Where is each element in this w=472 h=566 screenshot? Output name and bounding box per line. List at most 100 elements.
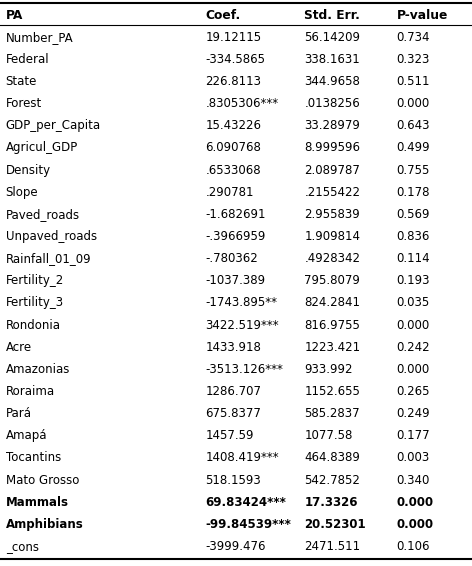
Text: 8.999596: 8.999596 xyxy=(304,142,361,155)
Text: -334.5865: -334.5865 xyxy=(205,53,265,66)
Text: 0.569: 0.569 xyxy=(396,208,430,221)
Text: -3999.476: -3999.476 xyxy=(205,540,266,553)
Text: 464.8389: 464.8389 xyxy=(304,452,360,465)
Text: 1457.59: 1457.59 xyxy=(205,430,254,442)
Text: 20.52301: 20.52301 xyxy=(304,518,366,531)
Text: 0.836: 0.836 xyxy=(396,230,430,243)
Text: -1037.389: -1037.389 xyxy=(205,275,265,288)
Text: .290781: .290781 xyxy=(205,186,254,199)
Text: 1433.918: 1433.918 xyxy=(205,341,261,354)
Text: 1077.58: 1077.58 xyxy=(304,430,353,442)
Text: Amazonias: Amazonias xyxy=(6,363,70,376)
Text: 1286.707: 1286.707 xyxy=(205,385,261,398)
Text: Std. Err.: Std. Err. xyxy=(304,8,360,22)
Text: Tocantins: Tocantins xyxy=(6,452,61,465)
Text: 226.8113: 226.8113 xyxy=(205,75,261,88)
Text: -99.84539***: -99.84539*** xyxy=(205,518,291,531)
Text: _cons: _cons xyxy=(6,540,39,553)
Text: -3513.126***: -3513.126*** xyxy=(205,363,283,376)
Text: 1408.419***: 1408.419*** xyxy=(205,452,279,465)
Text: 0.114: 0.114 xyxy=(396,252,430,265)
Text: .4928342: .4928342 xyxy=(304,252,361,265)
Text: Paved_roads: Paved_roads xyxy=(6,208,80,221)
Text: 0.106: 0.106 xyxy=(396,540,430,553)
Text: 0.499: 0.499 xyxy=(396,142,430,155)
Text: 6.090768: 6.090768 xyxy=(205,142,261,155)
Text: GDP_per_Capita: GDP_per_Capita xyxy=(6,119,101,132)
Text: Forest: Forest xyxy=(6,97,42,110)
Text: Amapá: Amapá xyxy=(6,430,47,442)
Text: 585.2837: 585.2837 xyxy=(304,407,360,420)
Text: 0.178: 0.178 xyxy=(396,186,430,199)
Text: Amphibians: Amphibians xyxy=(6,518,84,531)
Text: 1152.655: 1152.655 xyxy=(304,385,360,398)
Text: 33.28979: 33.28979 xyxy=(304,119,360,132)
Text: 0.000: 0.000 xyxy=(396,97,430,110)
Text: Unpaved_roads: Unpaved_roads xyxy=(6,230,97,243)
Text: 0.511: 0.511 xyxy=(396,75,430,88)
Text: 0.193: 0.193 xyxy=(396,275,430,288)
Text: 816.9755: 816.9755 xyxy=(304,319,360,332)
Text: 518.1593: 518.1593 xyxy=(205,474,261,487)
Text: Federal: Federal xyxy=(6,53,49,66)
Text: 0.643: 0.643 xyxy=(396,119,430,132)
Text: 0.249: 0.249 xyxy=(396,407,430,420)
Text: 0.340: 0.340 xyxy=(396,474,430,487)
Text: 1223.421: 1223.421 xyxy=(304,341,361,354)
Text: .6533068: .6533068 xyxy=(205,164,261,177)
Text: 542.7852: 542.7852 xyxy=(304,474,360,487)
Text: -1.682691: -1.682691 xyxy=(205,208,266,221)
Text: 0.734: 0.734 xyxy=(396,31,430,44)
Text: Mato Grosso: Mato Grosso xyxy=(6,474,79,487)
Text: Agricul_GDP: Agricul_GDP xyxy=(6,142,78,155)
Text: 933.992: 933.992 xyxy=(304,363,353,376)
Text: 0.242: 0.242 xyxy=(396,341,430,354)
Text: 69.83424***: 69.83424*** xyxy=(205,496,286,509)
Text: 795.8079: 795.8079 xyxy=(304,275,360,288)
Text: Rondonia: Rondonia xyxy=(6,319,61,332)
Text: -.3966959: -.3966959 xyxy=(205,230,266,243)
Text: 675.8377: 675.8377 xyxy=(205,407,261,420)
Text: Fertility_3: Fertility_3 xyxy=(6,297,64,310)
Text: 0.003: 0.003 xyxy=(396,452,430,465)
Text: 338.1631: 338.1631 xyxy=(304,53,360,66)
Text: Roraima: Roraima xyxy=(6,385,55,398)
Text: .0138256: .0138256 xyxy=(304,97,360,110)
Text: 15.43226: 15.43226 xyxy=(205,119,261,132)
Text: 344.9658: 344.9658 xyxy=(304,75,360,88)
Text: 0.035: 0.035 xyxy=(396,297,430,310)
Text: 0.000: 0.000 xyxy=(396,518,434,531)
Text: 0.265: 0.265 xyxy=(396,385,430,398)
Text: Slope: Slope xyxy=(6,186,38,199)
Text: Density: Density xyxy=(6,164,51,177)
Text: Number_PA: Number_PA xyxy=(6,31,73,44)
Text: State: State xyxy=(6,75,37,88)
Text: 3422.519***: 3422.519*** xyxy=(205,319,279,332)
Text: -.780362: -.780362 xyxy=(205,252,258,265)
Text: 0.177: 0.177 xyxy=(396,430,430,442)
Text: 0.323: 0.323 xyxy=(396,53,430,66)
Text: 824.2841: 824.2841 xyxy=(304,297,361,310)
Text: 19.12115: 19.12115 xyxy=(205,31,261,44)
Text: 0.000: 0.000 xyxy=(396,319,430,332)
Text: 0.755: 0.755 xyxy=(396,164,430,177)
Text: Acre: Acre xyxy=(6,341,32,354)
Text: Coef.: Coef. xyxy=(205,8,241,22)
Text: .8305306***: .8305306*** xyxy=(205,97,278,110)
Text: 17.3326: 17.3326 xyxy=(304,496,358,509)
Text: P-value: P-value xyxy=(396,8,448,22)
Text: Fertility_2: Fertility_2 xyxy=(6,275,64,288)
Text: 0.000: 0.000 xyxy=(396,496,434,509)
Text: Rainfall_01_09: Rainfall_01_09 xyxy=(6,252,91,265)
Text: Pará: Pará xyxy=(6,407,32,420)
Text: PA: PA xyxy=(6,8,23,22)
Text: Mammals: Mammals xyxy=(6,496,68,509)
Text: -1743.895**: -1743.895** xyxy=(205,297,278,310)
Text: 2.955839: 2.955839 xyxy=(304,208,360,221)
Text: 1.909814: 1.909814 xyxy=(304,230,361,243)
Text: 56.14209: 56.14209 xyxy=(304,31,361,44)
Text: .2155422: .2155422 xyxy=(304,186,361,199)
Text: 2.089787: 2.089787 xyxy=(304,164,360,177)
Text: 2471.511: 2471.511 xyxy=(304,540,361,553)
Text: 0.000: 0.000 xyxy=(396,363,430,376)
